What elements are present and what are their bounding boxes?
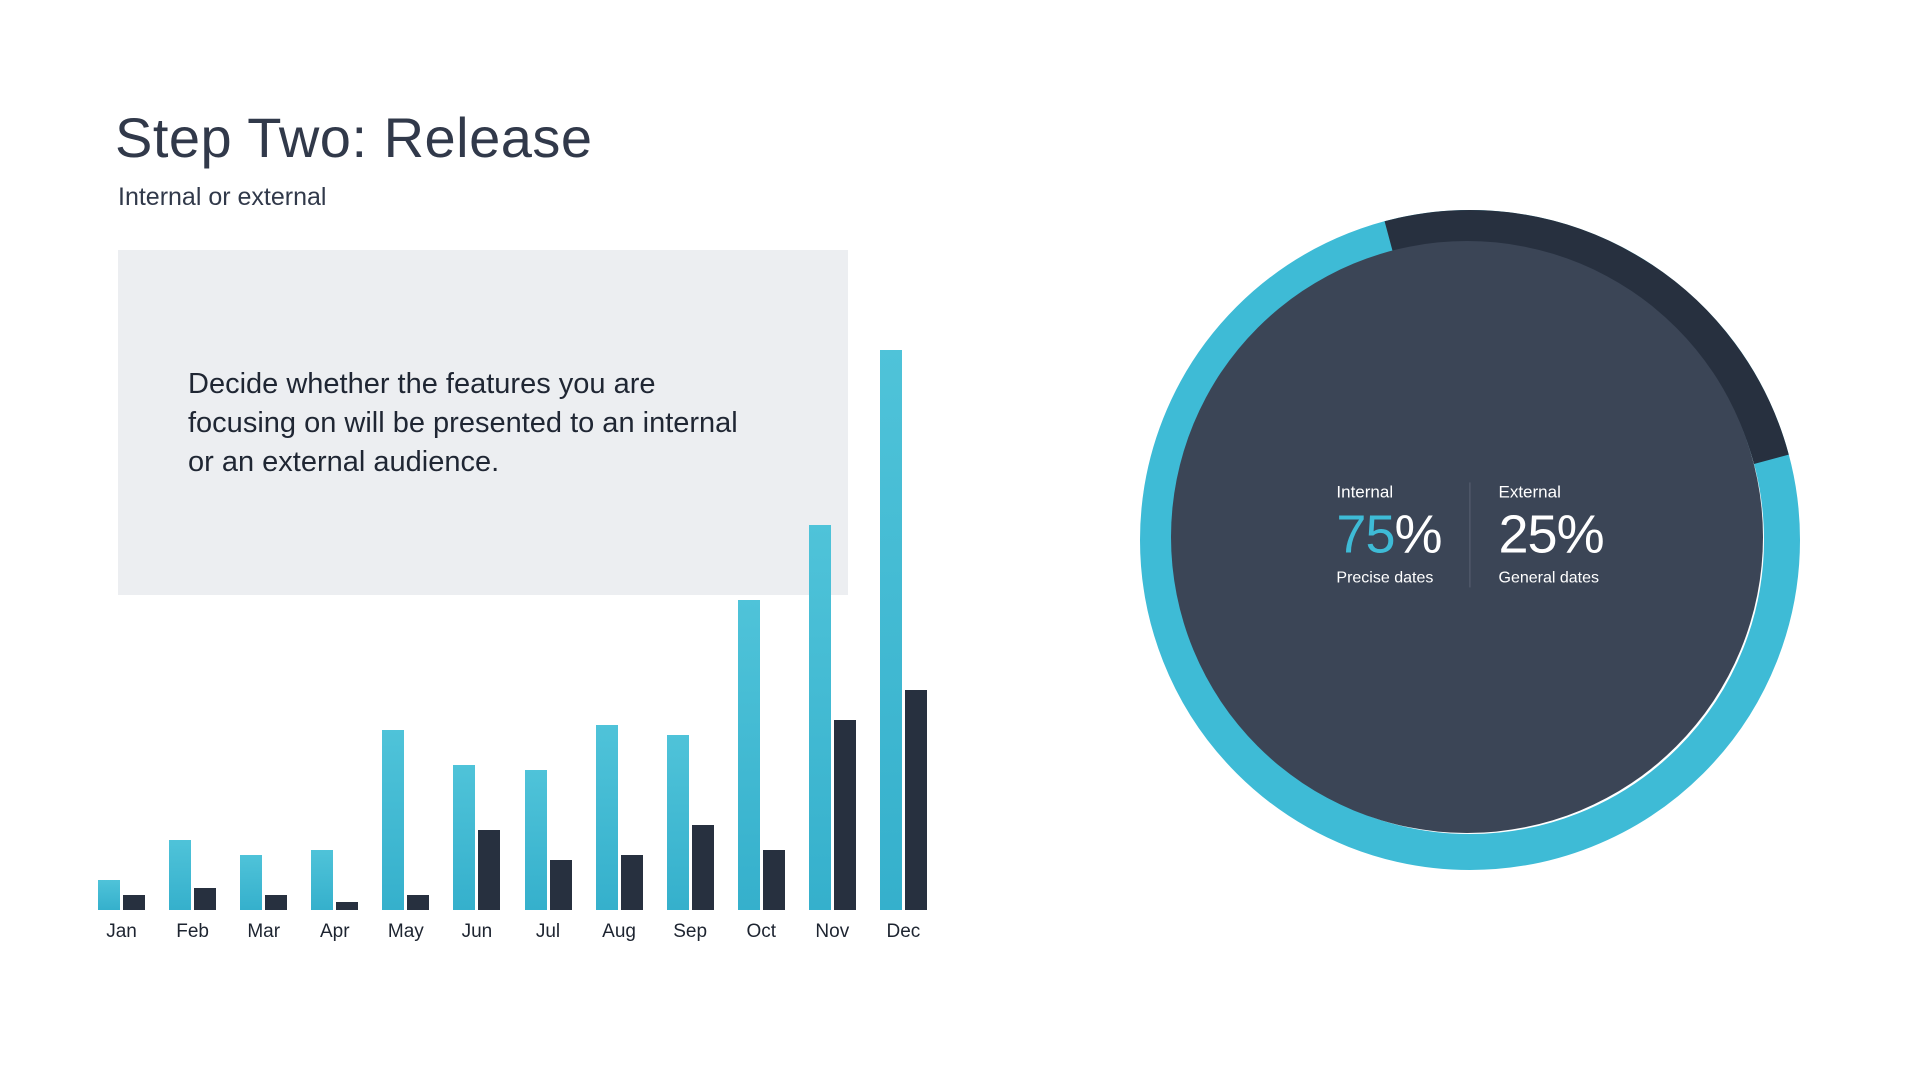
bar-group: Jun	[445, 350, 508, 910]
bar-primary	[880, 350, 902, 910]
page-title: Step Two: Release	[115, 105, 593, 170]
bar-group: Jul	[516, 350, 579, 910]
donut-stat-label: Internal	[1336, 482, 1441, 502]
bar-secondary	[336, 902, 358, 910]
bar-primary	[738, 600, 760, 910]
bar-primary	[453, 765, 475, 910]
donut-stat-label: External	[1499, 482, 1604, 502]
bar-label: Dec	[886, 921, 920, 943]
bar-secondary	[194, 888, 216, 910]
bar-primary	[98, 880, 120, 910]
bar-primary	[667, 735, 689, 910]
donut-stat-external: External 25% General dates	[1471, 482, 1632, 587]
bar-primary	[525, 770, 547, 910]
bar-label: Jul	[536, 921, 560, 943]
bar-primary	[809, 525, 831, 910]
donut-chart: Internal 75% Precise dates External 25% …	[1130, 200, 1810, 880]
bar-secondary	[123, 895, 145, 910]
bar-label: Apr	[320, 921, 350, 943]
bar-label: Jan	[106, 921, 137, 943]
bar-label: Oct	[746, 921, 776, 943]
bar-primary	[596, 725, 618, 910]
bar-group: Feb	[161, 350, 224, 910]
bar-chart: JanFebMarAprMayJunJulAugSepOctNovDec	[90, 350, 935, 950]
bar-group: Dec	[872, 350, 935, 910]
bar-secondary	[621, 855, 643, 910]
bar-group: Jan	[90, 350, 153, 910]
donut-stat-sub: Precise dates	[1336, 569, 1441, 587]
bar-label: Nov	[815, 921, 849, 943]
bar-primary	[311, 850, 333, 910]
bar-label: Aug	[602, 921, 636, 943]
bar-secondary	[478, 830, 500, 910]
bar-group: Mar	[232, 350, 295, 910]
bar-primary	[169, 840, 191, 910]
bar-group: Oct	[730, 350, 793, 910]
bar-primary	[382, 730, 404, 910]
bar-label: Jun	[462, 921, 493, 943]
donut-stat-sub: General dates	[1499, 569, 1604, 587]
bar-group: Apr	[303, 350, 366, 910]
bar-secondary	[905, 690, 927, 910]
bar-label: Feb	[176, 921, 209, 943]
bar-group: May	[374, 350, 437, 910]
donut-center-stats: Internal 75% Precise dates External 25% …	[1308, 482, 1631, 587]
bar-secondary	[265, 895, 287, 910]
bar-label: Mar	[247, 921, 280, 943]
bar-label: Sep	[673, 921, 707, 943]
bar-secondary	[550, 860, 572, 910]
donut-stat-internal: Internal 75% Precise dates	[1308, 482, 1470, 587]
bar-group: Nov	[801, 350, 864, 910]
bar-secondary	[834, 720, 856, 910]
bar-group: Aug	[588, 350, 651, 910]
bar-primary	[240, 855, 262, 910]
donut-stat-value: 75%	[1336, 506, 1441, 563]
page-subtitle: Internal or external	[118, 183, 326, 212]
bar-label: May	[388, 921, 424, 943]
bar-secondary	[692, 825, 714, 910]
bar-group: Sep	[659, 350, 722, 910]
bar-secondary	[407, 895, 429, 910]
bar-secondary	[763, 850, 785, 910]
donut-stat-value: 25%	[1499, 506, 1604, 563]
